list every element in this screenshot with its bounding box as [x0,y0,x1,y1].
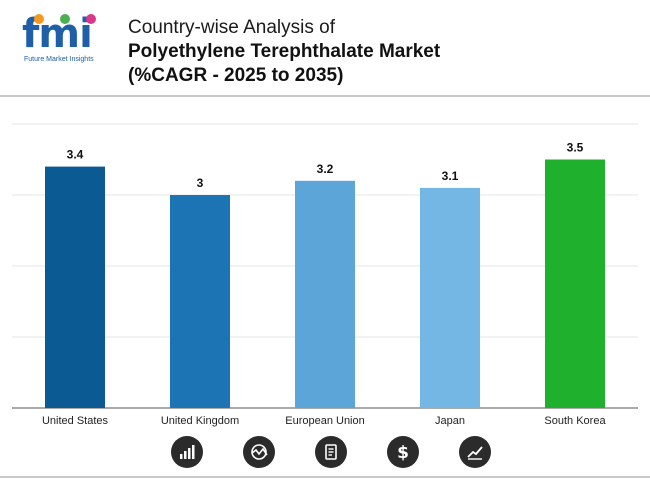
bar [545,159,605,408]
globe-trend-icon [243,436,275,468]
bar [295,180,355,408]
bar-chart-icon [171,436,203,468]
header: fmi Future Market Insights Country-wise … [0,0,650,95]
data-label: 3.5 [567,141,584,155]
dollar-icon: $ [387,436,419,468]
bar [45,166,105,408]
footer-icon-row: $ [0,436,650,470]
title-line-1: Country-wise Analysis of [128,17,335,38]
data-label: 3.4 [67,148,84,162]
x-tick-label: United States [42,415,109,427]
x-tick-label: South Korea [544,415,606,427]
footer-divider [0,476,650,478]
logo-subtitle: Future Market Insights [24,56,94,63]
chart-title: Country-wise Analysis of Polyethylene Te… [128,16,608,88]
title-line-2: Polyethylene Terephthalate Market [128,41,441,62]
data-label: 3.2 [317,162,334,176]
growth-chart-icon [459,436,491,468]
x-tick-label: United Kingdom [161,415,239,427]
logo-text: fmi [22,11,93,57]
logo-dot-pink [86,14,96,24]
data-label: 3.1 [442,169,459,183]
title-line-3: (%CAGR - 2025 to 2035) [128,65,344,86]
header-divider [0,95,650,97]
data-label: 3 [197,176,204,190]
bar-chart: 3.4 United States 3 United Kingdom 3.2 Europe… [12,123,638,427]
bar [420,187,480,408]
logo-dot-green [60,14,70,24]
svg-text:$: $ [397,443,409,462]
x-tick-label: European Union [285,415,365,427]
document-icon [315,436,347,468]
x-tick-label: Japan [435,415,465,427]
bar [170,195,230,408]
fmi-logo: fmi Future Market Insights [22,12,112,72]
logo-dot-orange [34,14,44,24]
